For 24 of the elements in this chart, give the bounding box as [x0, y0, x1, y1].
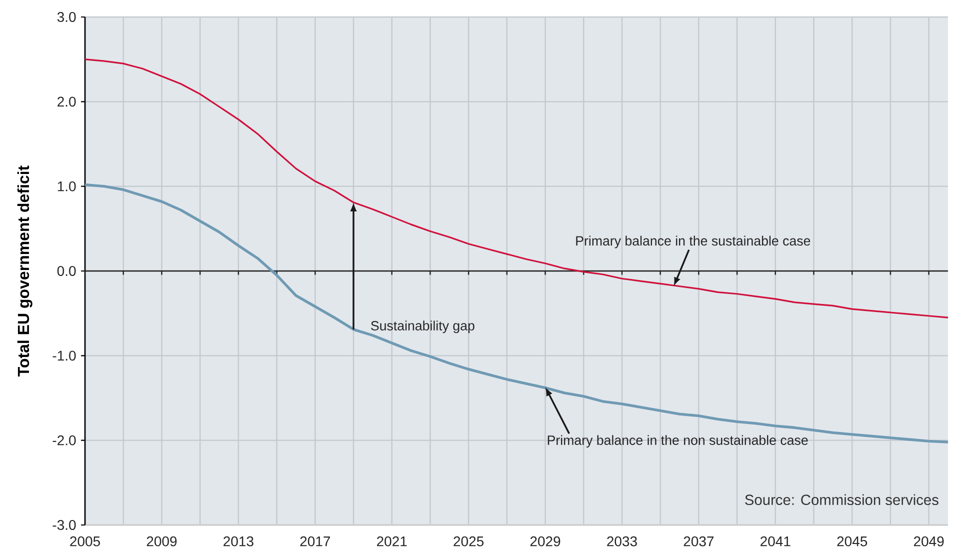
x-tick-label: 2021 — [376, 536, 407, 546]
y-tick-label: -2.0 — [52, 435, 76, 446]
y-tick-label: -3.0 — [52, 520, 76, 530]
x-tick-label: 2025 — [454, 536, 484, 546]
annotation: Primary balance in the non sustainable case — [548, 435, 808, 448]
x-tick-label: 2017 — [300, 536, 330, 546]
x-tick-label: 2049 — [914, 536, 944, 546]
x-tick-label: 2045 — [837, 536, 868, 546]
y-tick-label: -1.0 — [52, 350, 76, 361]
y-tick-label: 0.0 — [57, 266, 76, 276]
y-tick-label: 1.0 — [58, 181, 76, 192]
y-tick-label: 2.0 — [58, 96, 76, 107]
annotation: Primary balance in the sustainable case — [576, 236, 810, 248]
y-tick-label: 3.0 — [57, 12, 76, 22]
annotation: Sustainability gap — [371, 320, 474, 334]
annotation: Source: Commission services — [745, 494, 938, 506]
x-tick-label: 2009 — [146, 536, 177, 546]
y-axis-title: Total EU government deficit — [17, 166, 32, 376]
x-tick-label: 2033 — [607, 536, 637, 546]
x-tick-label: 2029 — [530, 536, 560, 546]
x-tick-label: 2037 — [684, 536, 714, 546]
x-tick-label: 2005 — [70, 536, 100, 546]
x-tick-label: 2041 — [760, 536, 790, 546]
x-tick-label: 2013 — [224, 536, 254, 546]
